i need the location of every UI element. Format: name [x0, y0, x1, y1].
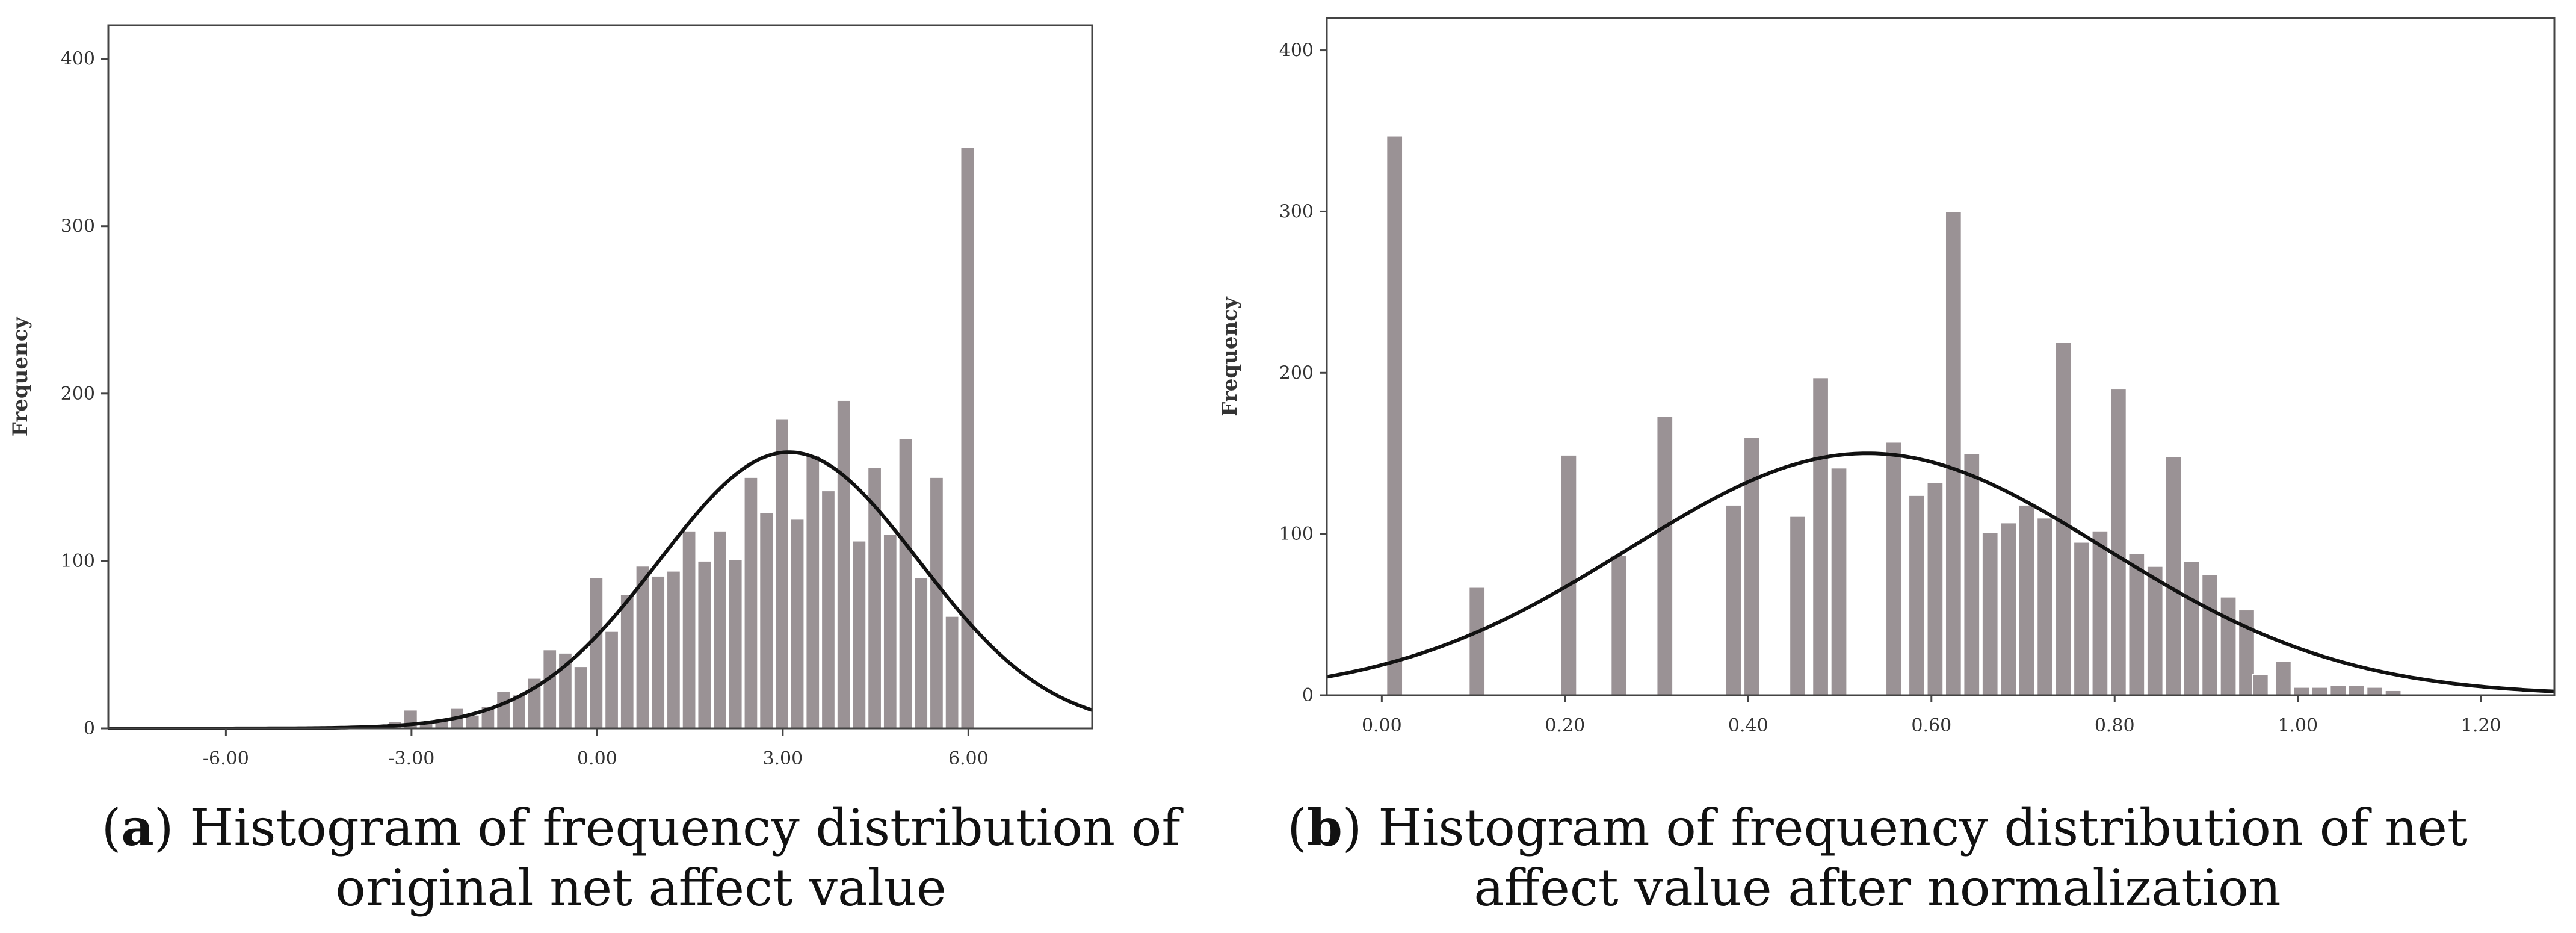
histogram-bar [960, 147, 975, 729]
caption-a-letter: a [121, 798, 154, 857]
histogram-bar [2311, 686, 2329, 696]
histogram-bar [774, 418, 789, 729]
histogram-bar [2073, 541, 2090, 696]
histogram-bar [650, 575, 666, 730]
y-tick-label: 0 [1302, 685, 1314, 706]
y-tick-label: 200 [61, 383, 95, 405]
x-tick-label: 0.60 [1911, 715, 1951, 736]
histogram-bar [1830, 467, 1848, 696]
histogram-bar [2366, 686, 2383, 696]
y-tick-label: 100 [1279, 524, 1314, 545]
histogram-bar [2182, 560, 2201, 696]
y-axis-label: Frequency [8, 317, 32, 437]
x-tick-label: 1.20 [2461, 715, 2501, 736]
histogram-bar [1789, 515, 1806, 696]
histogram-bar [1981, 532, 1999, 696]
y-axis-label: Frequency [1218, 296, 1242, 417]
histogram-bar [1885, 441, 1903, 696]
x-tick-label: 0.20 [1545, 715, 1585, 736]
histogram-bar [929, 476, 944, 729]
histogram-bar [2201, 574, 2219, 696]
histogram-bar [1386, 135, 1404, 696]
histogram-bar [851, 540, 867, 729]
histogram-bar [496, 690, 511, 730]
x-tick-label: 0.80 [2095, 715, 2135, 736]
x-tick-label: 1.00 [2278, 715, 2318, 736]
y-tick-label: 200 [1279, 362, 1314, 383]
histogram-bar [712, 530, 727, 729]
histogram-bar [619, 594, 635, 729]
histogram-panel-b: 0 100 200 300 400 0.00 0.20 0.40 0.60 0.80 1.00 1.2… [1218, 17, 2556, 736]
histogram-bar [1725, 504, 1743, 696]
caption-b-text: Histogram of frequency distribution of n… [1378, 798, 2468, 917]
plot-frame [1326, 17, 2556, 696]
histogram-bar [2128, 553, 2146, 696]
histogram-bar [2091, 530, 2109, 696]
histogram-bar [681, 530, 697, 729]
x-tick-label: 0.00 [577, 748, 617, 769]
histogram-bar [1963, 453, 1981, 696]
histogram-bar [1468, 586, 1486, 696]
histogram-bar [2251, 674, 2269, 696]
histogram-bar [2329, 684, 2347, 696]
histogram-bar [836, 399, 851, 729]
histogram-bar [2219, 596, 2237, 696]
histogram-bar [944, 615, 960, 730]
y-tick-label: 0 [84, 718, 95, 739]
histogram-bar [542, 649, 558, 730]
histogram-bar [1560, 454, 1578, 696]
histogram-bar [1908, 494, 1926, 696]
histogram-bar [573, 666, 588, 729]
histogram-bar [1926, 482, 1944, 696]
histogram-bar [743, 476, 759, 729]
x-tick-label: 3.00 [762, 748, 803, 769]
histogram-bar [666, 570, 681, 729]
histogram-bar [898, 438, 913, 730]
y-tick-label: 300 [1279, 201, 1314, 222]
histogram-bar [2018, 504, 2036, 696]
x-tick-label: -3.00 [388, 748, 434, 769]
x-tick-label: 0.40 [1728, 715, 1768, 736]
caption-a: (a) Histogram of frequency distribution … [101, 798, 1181, 917]
histogram-bar [805, 454, 821, 729]
histogram-bar [2275, 660, 2292, 696]
histogram-bar [2146, 565, 2164, 696]
y-tick-label: 400 [1279, 40, 1314, 61]
histogram-bar [2293, 686, 2311, 696]
y-tick-label: 100 [61, 551, 95, 572]
y-tick-label: 300 [61, 216, 95, 237]
histogram-bar [2036, 517, 2054, 696]
histogram-bar [1944, 211, 1962, 696]
histogram-bar [697, 560, 712, 730]
histogram-bar [2347, 684, 2365, 696]
caption-b: (b) Histogram of frequency distribution … [1287, 798, 2468, 917]
histogram-bar [2110, 388, 2127, 696]
histogram-bar [727, 559, 743, 729]
histogram-bar [604, 630, 619, 729]
x-tick-label: 6.00 [948, 748, 989, 769]
histogram-bar [1812, 377, 1829, 696]
caption-a-text: Histogram of frequency distribution of o… [190, 798, 1181, 917]
histogram-bar [789, 518, 805, 730]
y-tick-label: 400 [61, 49, 95, 70]
normal-curve [1326, 451, 2555, 693]
histogram-panel-a: 0 100 200 300 400 -6.00 -3.00 0.00 3.00 6.00 Frequ… [8, 24, 1093, 769]
histogram-bar [2164, 456, 2182, 696]
x-tick-label: 0.00 [1362, 715, 1402, 736]
caption-b-letter: b [1307, 798, 1342, 857]
histogram-bar [1656, 415, 1674, 696]
histogram-bar [882, 533, 898, 730]
histogram-bar [2000, 522, 2018, 696]
histogram-bar [1610, 554, 1628, 696]
histogram-bar [821, 490, 836, 729]
x-tick-label: -6.00 [203, 748, 249, 769]
plot-frame [107, 24, 1093, 730]
histogram-bar [913, 577, 929, 730]
histogram-bar [759, 512, 774, 729]
histogram-bar [588, 577, 604, 730]
